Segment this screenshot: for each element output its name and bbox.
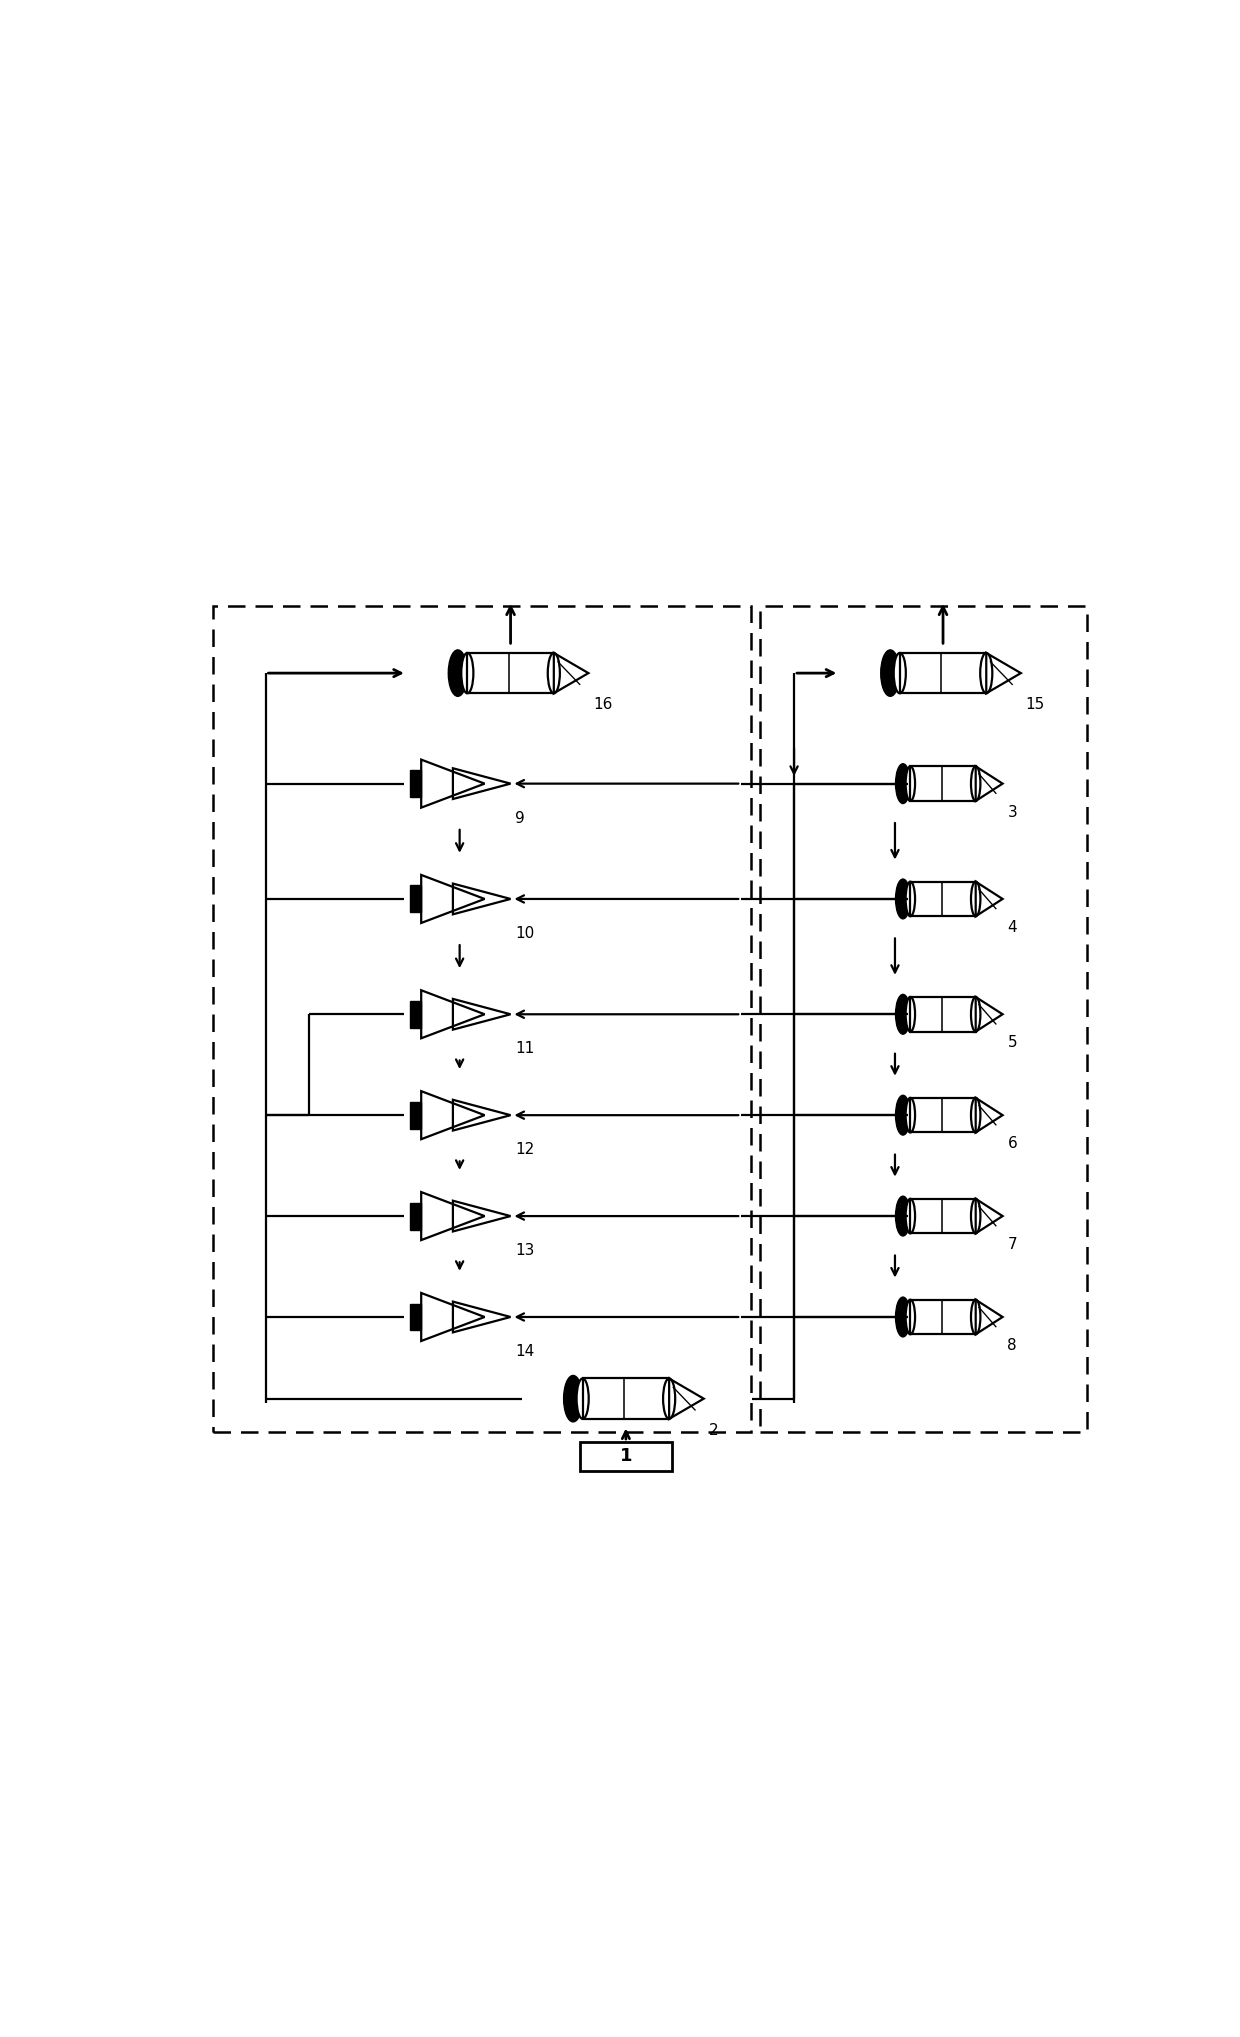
Ellipse shape: [895, 1298, 910, 1336]
Ellipse shape: [971, 996, 981, 1031]
Ellipse shape: [905, 996, 915, 1031]
Bar: [910, 882, 976, 917]
Bar: [900, 654, 986, 693]
Text: 4: 4: [1007, 921, 1017, 935]
Ellipse shape: [905, 1300, 915, 1334]
Text: 14: 14: [516, 1344, 534, 1359]
Text: 2: 2: [708, 1422, 718, 1438]
Bar: [910, 1300, 976, 1334]
Text: 11: 11: [516, 1041, 534, 1055]
Text: 9: 9: [516, 811, 525, 825]
Bar: [583, 1379, 670, 1420]
Ellipse shape: [895, 764, 910, 803]
Ellipse shape: [905, 882, 915, 917]
Ellipse shape: [971, 1300, 981, 1334]
Text: 12: 12: [516, 1143, 534, 1157]
Bar: [409, 1202, 422, 1230]
Text: 3: 3: [1007, 805, 1017, 819]
Text: 1: 1: [620, 1448, 632, 1465]
Ellipse shape: [894, 654, 906, 693]
Ellipse shape: [663, 1379, 676, 1420]
Ellipse shape: [449, 650, 467, 697]
Bar: [760, 605, 1087, 1432]
Ellipse shape: [895, 880, 910, 919]
Ellipse shape: [880, 650, 900, 697]
Bar: [409, 1304, 422, 1330]
Bar: [910, 766, 976, 801]
Text: 6: 6: [1007, 1137, 1017, 1151]
Text: 7: 7: [1007, 1236, 1017, 1253]
Ellipse shape: [980, 654, 992, 693]
Ellipse shape: [905, 1098, 915, 1133]
Text: 13: 13: [516, 1243, 534, 1259]
Bar: [910, 1098, 976, 1133]
Ellipse shape: [548, 654, 560, 693]
Bar: [910, 996, 976, 1031]
Text: 15: 15: [1025, 697, 1045, 713]
Ellipse shape: [971, 882, 981, 917]
Ellipse shape: [971, 1098, 981, 1133]
Ellipse shape: [895, 994, 910, 1035]
Bar: [467, 654, 554, 693]
Bar: [409, 1102, 422, 1128]
Text: 5: 5: [1007, 1035, 1017, 1051]
Text: 10: 10: [516, 927, 534, 941]
Ellipse shape: [971, 1200, 981, 1232]
Ellipse shape: [905, 1200, 915, 1232]
Bar: [409, 770, 422, 796]
Ellipse shape: [461, 654, 474, 693]
Ellipse shape: [971, 766, 981, 801]
Bar: [213, 605, 751, 1432]
Ellipse shape: [905, 766, 915, 801]
Ellipse shape: [577, 1379, 589, 1420]
Ellipse shape: [895, 1096, 910, 1135]
Bar: [910, 1200, 976, 1232]
Bar: [409, 886, 422, 913]
Ellipse shape: [895, 1196, 910, 1236]
Bar: [409, 1000, 422, 1029]
Text: 16: 16: [593, 697, 613, 713]
Bar: [580, 1442, 672, 1471]
Ellipse shape: [564, 1375, 583, 1422]
Text: 8: 8: [1007, 1338, 1017, 1353]
